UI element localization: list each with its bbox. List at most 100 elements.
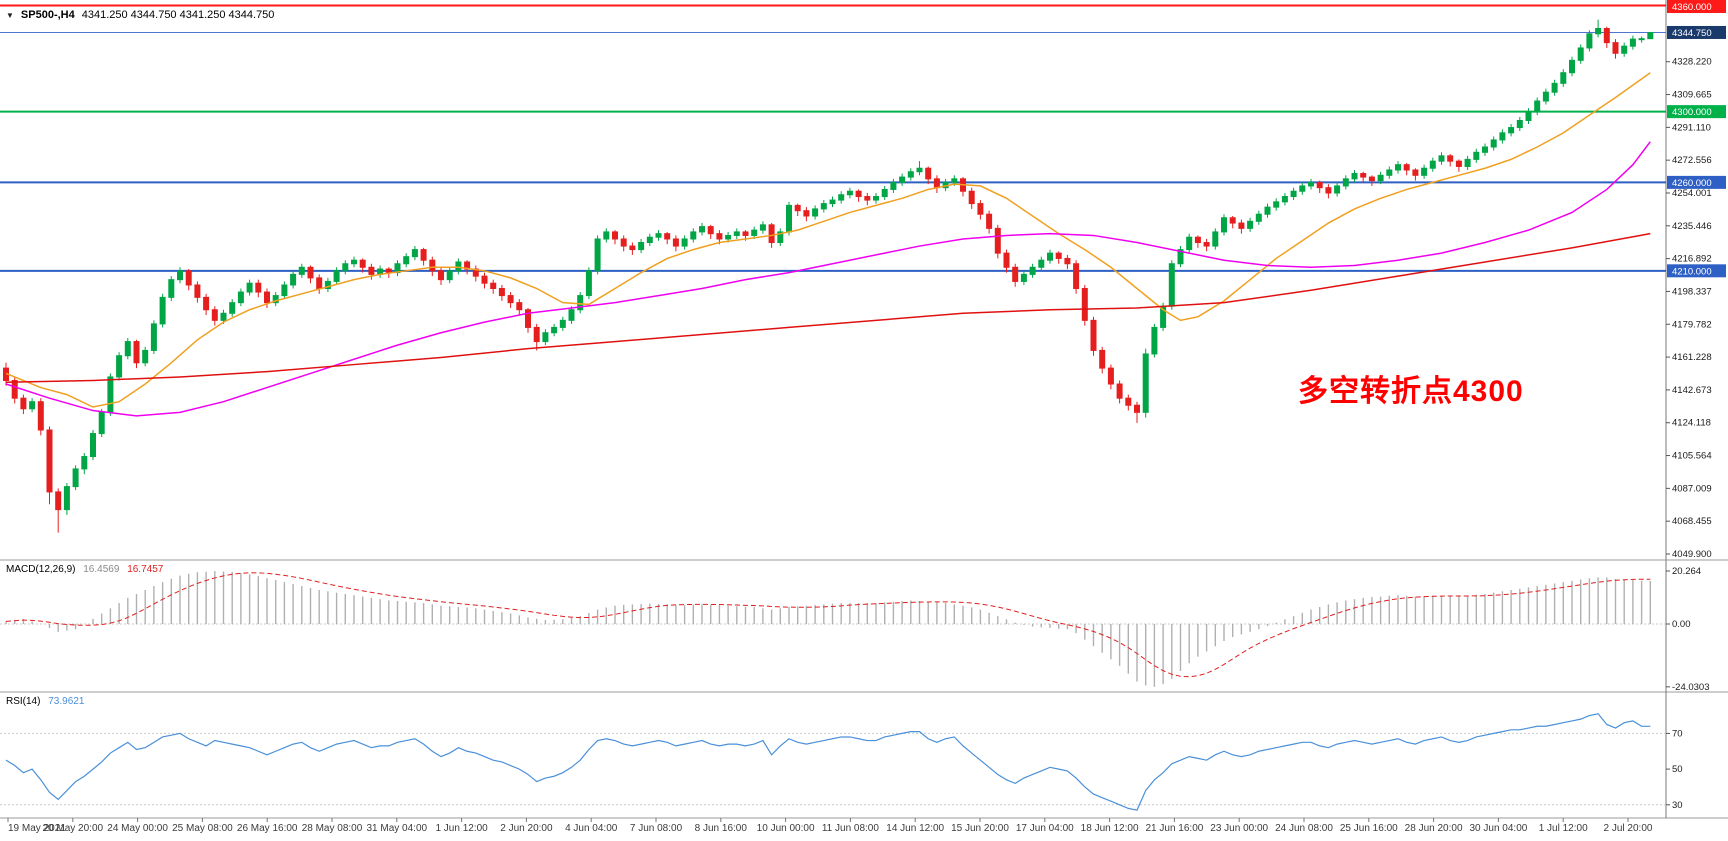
candle-body [351, 259, 357, 265]
candle-body [1038, 259, 1045, 268]
time-label: 7 Jun 08:00 [630, 823, 683, 834]
candle-body [933, 178, 940, 189]
candle-body [1560, 72, 1567, 84]
candle-body [1134, 404, 1140, 413]
time-label: 24 May 00:00 [107, 823, 168, 834]
candle-body [81, 456, 88, 470]
candle-body [481, 275, 488, 284]
price-tick-label: 4198.337 [1672, 286, 1712, 297]
candle-body [1090, 319, 1097, 351]
time-label: 14 Jun 12:00 [886, 823, 944, 834]
candle-body [707, 226, 714, 235]
candle-body [420, 249, 427, 261]
time-label: 11 Jun 08:00 [822, 823, 880, 834]
candle-body [1247, 220, 1254, 229]
time-label: 10 Jun 00:00 [757, 823, 815, 834]
candle-body [638, 242, 645, 251]
candle-body [620, 238, 627, 247]
candle-body [568, 309, 575, 321]
candle-body [1316, 181, 1323, 189]
candle-body [1438, 155, 1445, 162]
price-tick-label: 4291.110 [1672, 122, 1711, 133]
time-label: 2 Jul 20:00 [1604, 823, 1653, 834]
candle-body [1429, 160, 1436, 169]
candle-body [455, 261, 462, 272]
candle-body [1551, 82, 1558, 93]
candle-body [498, 288, 505, 297]
candle-body [1194, 236, 1201, 244]
candle-body [681, 238, 688, 247]
candle-body [385, 268, 392, 274]
candle-body [803, 210, 810, 217]
price-line-label: 4344.750 [1672, 28, 1712, 39]
candle-body [1116, 383, 1123, 399]
candle-body [629, 245, 636, 251]
rsi-axis-label: 30 [1672, 800, 1683, 811]
candle-body [829, 199, 836, 205]
time-label: 17 Jun 04:00 [1016, 823, 1074, 834]
price-tick-label: 4161.228 [1672, 352, 1712, 363]
candle-body [1455, 160, 1462, 167]
macd-indicator-label: MACD(12,26,9) 16.4569 16.7457 [6, 564, 168, 575]
candle-body [516, 302, 523, 311]
candle-body [1525, 111, 1532, 121]
candle-body [951, 178, 958, 183]
macd-name: MACD(12,26,9) [6, 564, 76, 575]
candle-body [977, 203, 984, 215]
price-tick-label: 4216.892 [1672, 254, 1712, 265]
candle-body [873, 196, 879, 201]
time-label: 2 Jun 20:00 [500, 823, 553, 834]
price-line-label: 4260.000 [1672, 178, 1712, 189]
candle-body [1012, 266, 1019, 282]
candle-body [507, 295, 514, 304]
candle-body [794, 204, 801, 212]
candle-body [968, 190, 975, 205]
candle-body [11, 379, 18, 399]
candle-body [159, 296, 166, 325]
candle-body [150, 323, 157, 351]
candle-body [307, 266, 314, 279]
candle-body [1047, 252, 1053, 261]
rsi-indicator-label: RSI(14) 73.9621 [6, 696, 89, 707]
candle-body [177, 270, 183, 281]
candle-body [838, 194, 845, 201]
candle-body [725, 234, 732, 240]
candle-body [1055, 252, 1062, 259]
candle-body [768, 224, 775, 244]
candle-body [1073, 263, 1080, 290]
ohlc-values: 4341.250 4344.750 4341.250 4344.750 [81, 9, 275, 21]
candle-body [533, 326, 540, 343]
candle-body [786, 204, 792, 233]
candle-body [994, 227, 1001, 254]
candle-body [716, 233, 723, 240]
symbol-dropdown-icon[interactable]: ▼ [6, 10, 14, 20]
candle-body [107, 376, 114, 413]
candle-body [672, 238, 679, 247]
symbol-timeframe-label: SP500-,H4 [20, 9, 75, 21]
time-label: 31 May 04:00 [366, 823, 427, 834]
candle-body [255, 282, 262, 293]
candle-body [1290, 190, 1297, 198]
candle-body [194, 284, 201, 298]
time-label: 28 May 08:00 [302, 823, 363, 834]
time-label: 30 Jun 04:00 [1469, 823, 1527, 834]
candle-body [1516, 119, 1523, 129]
candle-body [316, 277, 323, 290]
candle-body [142, 349, 149, 364]
candle-body [359, 259, 366, 268]
rsi-axis-label: 70 [1672, 728, 1683, 739]
price-tick-label: 4068.455 [1672, 516, 1712, 527]
candle-body [1151, 326, 1158, 355]
price-tick-label: 4179.782 [1672, 319, 1712, 330]
candle-body [1482, 146, 1488, 153]
candle-body [1299, 185, 1306, 192]
candle-body [759, 224, 766, 231]
time-label: 25 Jun 16:00 [1340, 823, 1398, 834]
time-label: 4 Jun 04:00 [565, 823, 618, 834]
candle-body [1629, 38, 1636, 47]
candle-body [1377, 174, 1384, 182]
candle-body [1647, 31, 1654, 40]
price-line-label-box [1667, 264, 1726, 278]
candle-body [290, 273, 297, 286]
